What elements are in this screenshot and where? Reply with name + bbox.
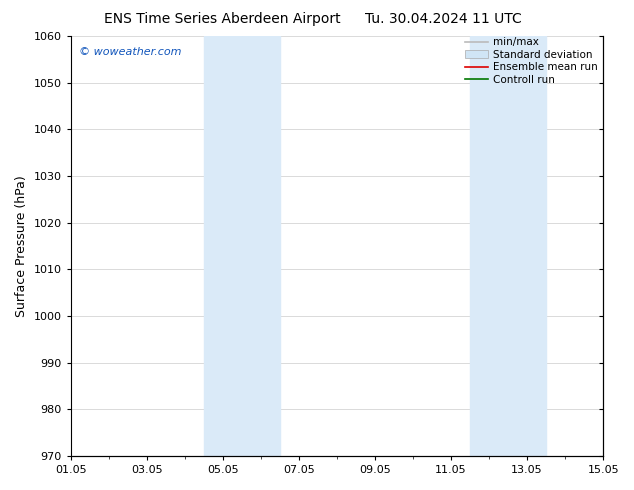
Y-axis label: Surface Pressure (hPa): Surface Pressure (hPa) [15, 175, 28, 317]
Text: Tu. 30.04.2024 11 UTC: Tu. 30.04.2024 11 UTC [365, 12, 522, 26]
Text: © woweather.com: © woweather.com [79, 47, 181, 57]
Bar [508, 36, 546, 456]
Text: ENS Time Series Aberdeen Airport: ENS Time Series Aberdeen Airport [103, 12, 340, 26]
Legend: min/max, Standard deviation, Ensemble mean run, Controll run: min/max, Standard deviation, Ensemble me… [465, 37, 598, 85]
Bar [242, 36, 280, 456]
Bar [470, 36, 508, 456]
Bar [204, 36, 242, 456]
